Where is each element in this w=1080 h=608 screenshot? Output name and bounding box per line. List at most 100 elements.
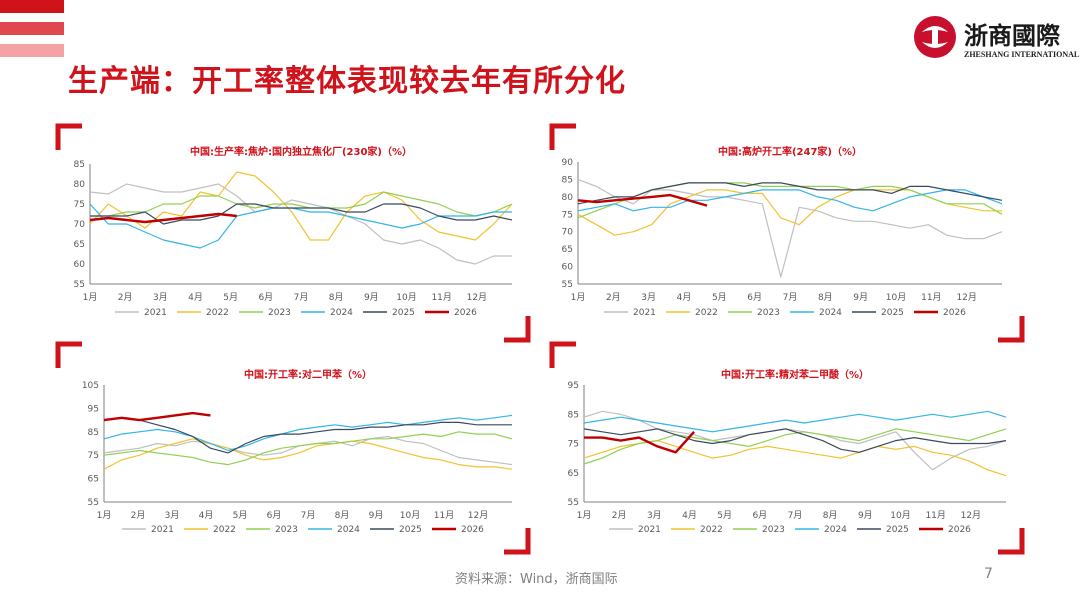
logo-emblem-icon — [914, 16, 956, 58]
x-tick-label: 10月 — [890, 510, 910, 521]
x-tick-label: 9月 — [858, 510, 873, 521]
series-line-2025 — [103, 417, 512, 454]
legend-label-2021: 2021 — [151, 525, 174, 535]
x-tick-label: 2月 — [118, 292, 133, 303]
legend-label-2022: 2022 — [695, 308, 718, 318]
legend-label-2024: 2024 — [337, 525, 360, 535]
y-tick-label: 70 — [562, 228, 574, 238]
corner-bracket-bottom-right — [504, 528, 531, 555]
legend-label-2021: 2021 — [633, 308, 656, 318]
legend-label-2025: 2025 — [399, 525, 422, 535]
y-tick-label: 60 — [74, 260, 86, 270]
y-tick-label: 55 — [568, 498, 579, 508]
x-tick-label: 3月 — [153, 292, 168, 303]
chart-blast-furnace-utilization: 中国:高炉开工率(247家)（%） 55 60 65 70 75 80 85 90 1月 2月 3月 4… — [549, 123, 1025, 343]
x-tick-label: 11月 — [921, 292, 941, 303]
chart-title: 中国:开工率:精对苯二甲酸（%） — [721, 368, 869, 381]
x-tick-label: 4月 — [682, 510, 697, 521]
x-tick-label: 5月 — [717, 510, 732, 521]
header-stripe-top — [0, 0, 64, 13]
x-tick-label: 9月 — [853, 292, 868, 303]
series-line-2024 — [89, 203, 512, 249]
x-tick-label: 4月 — [677, 292, 692, 303]
x-tick-label: 4月 — [199, 510, 214, 521]
corner-bracket-top-left — [55, 341, 82, 368]
chart-title: 中国:生产率:焦炉:国内独立焦化厂(230家)（%） — [190, 145, 412, 158]
x-tick-label: 6月 — [258, 292, 273, 303]
x-tick-label: 6月 — [267, 510, 282, 521]
y-tick-label: 85 — [562, 175, 573, 185]
y-tick-label: 90 — [562, 158, 574, 168]
legend-label-2021: 2021 — [144, 308, 167, 318]
legend-label-2023: 2023 — [757, 308, 780, 318]
x-tick-label: 12月 — [467, 292, 487, 303]
x-tick-label: 10月 — [396, 292, 416, 303]
series-line-2024 — [583, 410, 1007, 433]
header-stripe-middle — [0, 22, 64, 35]
x-tick-label: 9月 — [369, 510, 384, 521]
legend-label-2023: 2023 — [762, 525, 785, 535]
y-tick-label: 85 — [568, 410, 579, 420]
series-line-2025 — [577, 182, 1003, 205]
legend-label-2025: 2025 — [881, 308, 904, 318]
chart-coke-oven-utilization: 中国:生产率:焦炉:国内独立焦化厂(230家)（%） 55 60 65 70 75 80 85… — [55, 123, 531, 343]
x-tick-label: 9月 — [364, 292, 379, 303]
logo-english-name: ZHESHANG INTERNATIONAL — [964, 50, 1080, 59]
x-tick-label: 11月 — [925, 510, 945, 521]
x-tick-label: 5月 — [223, 292, 238, 303]
series-line-2024 — [103, 414, 513, 452]
y-tick-label: 60 — [562, 263, 574, 273]
legend-label-2026: 2026 — [943, 308, 966, 318]
y-tick-label: 95 — [88, 404, 99, 414]
corner-bracket-bottom-right — [998, 528, 1025, 555]
y-tick-label: 70 — [74, 220, 86, 230]
x-tick-label: 2月 — [612, 510, 627, 521]
x-tick-label: 1月 — [97, 510, 112, 521]
x-tick-label: 7月 — [294, 292, 309, 303]
x-tick-label: 8月 — [329, 292, 344, 303]
legend-label-2022: 2022 — [206, 308, 229, 318]
y-tick-label: 85 — [74, 160, 85, 170]
corner-bracket-bottom-right — [504, 316, 531, 343]
series-line-2023 — [90, 191, 513, 217]
x-tick-label: 1月 — [83, 292, 98, 303]
legend-label-2025: 2025 — [886, 525, 909, 535]
legend-label-2023: 2023 — [268, 308, 291, 318]
y-tick-label: 85 — [88, 428, 99, 438]
corner-bracket-top-left — [549, 123, 576, 150]
y-tick-label: 75 — [74, 200, 85, 210]
series-line-2022 — [89, 171, 513, 241]
y-tick-label: 75 — [568, 440, 579, 450]
series-line-2022 — [103, 438, 513, 470]
legend-label-2026: 2026 — [454, 308, 477, 318]
series-line-2021 — [103, 435, 513, 466]
y-tick-label: 65 — [88, 475, 99, 485]
series-line-2026 — [89, 212, 237, 224]
series-line-2023 — [103, 431, 513, 466]
series-line-2021 — [89, 183, 512, 265]
y-tick-label: 95 — [568, 381, 579, 391]
x-tick-label: 3月 — [647, 510, 662, 521]
x-tick-label: 7月 — [788, 510, 803, 521]
y-tick-label: 55 — [88, 498, 99, 508]
series-line-2021 — [577, 178, 1003, 278]
y-tick-label: 55 — [74, 280, 85, 290]
source-note: 资料来源：Wind，浙商国际 — [455, 572, 618, 587]
x-tick-label: 7月 — [783, 292, 798, 303]
legend-label-2022: 2022 — [700, 525, 723, 535]
series-line-2026 — [584, 430, 695, 454]
x-tick-label: 4月 — [188, 292, 203, 303]
legend-label-2024: 2024 — [819, 308, 842, 318]
series-line-2021 — [583, 410, 1007, 471]
legend-label-2025: 2025 — [392, 308, 415, 318]
page-title: 生产端：开工率整体表现较去年有所分化 — [68, 64, 626, 99]
legend-label-2026: 2026 — [948, 525, 971, 535]
x-tick-label: 8月 — [818, 292, 833, 303]
series-line-2025 — [583, 428, 1007, 453]
series-line-2024 — [577, 189, 1003, 212]
y-tick-label: 105 — [82, 381, 99, 391]
company-logo: 浙商國際 ZHESHANG INTERNATIONAL — [912, 12, 1079, 64]
chart-px-utilization: 中国:开工率:对二甲苯（%） 55 65 75 85 95 105 1月 2月 3月 4月 5月 6月 7… — [55, 341, 531, 555]
y-tick-label: 65 — [568, 469, 579, 479]
